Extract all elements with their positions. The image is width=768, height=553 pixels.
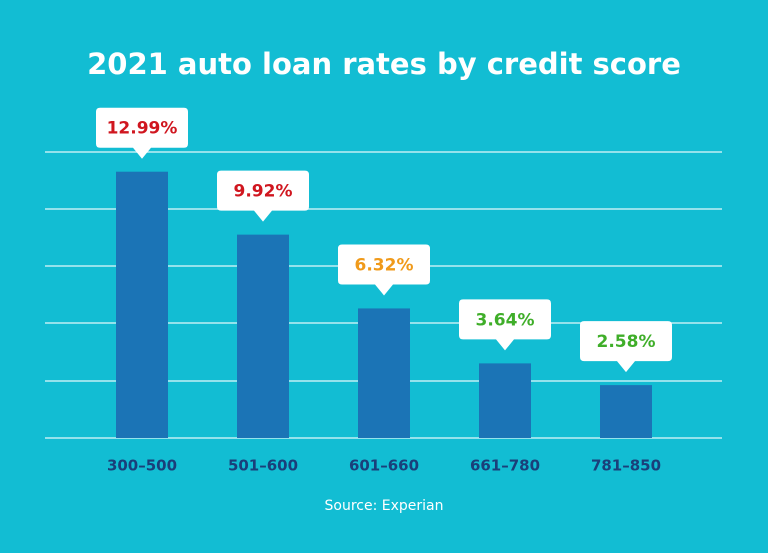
x-tick-label: 781–850 bbox=[591, 457, 661, 475]
value-label: 2.58% bbox=[597, 332, 656, 352]
callout bbox=[580, 321, 672, 373]
value-label: 12.99% bbox=[107, 119, 178, 139]
value-label: 3.64% bbox=[476, 310, 535, 330]
source: Source: Experian bbox=[325, 498, 444, 514]
callout bbox=[217, 170, 309, 222]
x-tick-label: 661–780 bbox=[470, 457, 540, 475]
bar bbox=[358, 308, 410, 438]
x-tick-label: 601–660 bbox=[349, 457, 419, 475]
bar bbox=[116, 171, 168, 438]
callout bbox=[338, 244, 430, 296]
bar bbox=[237, 234, 289, 438]
chart-title: 2021 auto loan rates by credit score bbox=[87, 47, 681, 81]
bar bbox=[600, 385, 652, 438]
value-label: 6.32% bbox=[355, 255, 414, 275]
bar bbox=[479, 363, 531, 438]
x-tick-label: 501–600 bbox=[228, 457, 298, 475]
callout bbox=[459, 299, 551, 351]
x-tick-label: 300–500 bbox=[107, 457, 177, 475]
value-label: 9.92% bbox=[234, 182, 293, 202]
callout bbox=[96, 107, 188, 159]
